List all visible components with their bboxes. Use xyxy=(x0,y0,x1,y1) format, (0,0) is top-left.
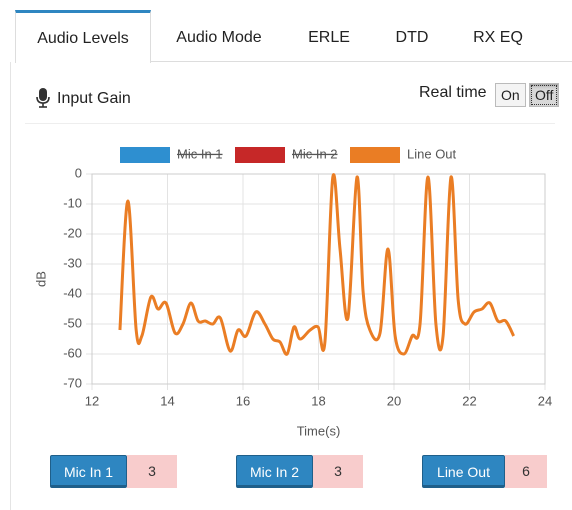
y-tick-label: -40 xyxy=(63,285,82,300)
counter-button[interactable]: Mic In 2 xyxy=(236,455,313,488)
y-tick-label: -60 xyxy=(63,345,82,360)
tab[interactable]: Audio Mode xyxy=(176,29,262,46)
tab[interactable]: ERLE xyxy=(308,29,350,46)
plot-border xyxy=(91,173,546,385)
legend-label: Mic In 1 xyxy=(177,146,223,161)
counter-button[interactable]: Mic In 1 xyxy=(50,455,127,488)
x-tick-label: 24 xyxy=(538,393,552,408)
tab[interactable]: RX EQ xyxy=(473,29,523,46)
x-tick-label: 16 xyxy=(236,393,250,408)
counter-value: 3 xyxy=(313,455,363,488)
separator xyxy=(25,123,555,124)
legend-swatch xyxy=(235,147,285,163)
toggle-button[interactable]: Off xyxy=(529,83,560,107)
y-tick-label: -70 xyxy=(63,375,82,390)
counter-button[interactable]: Line Out xyxy=(422,455,505,488)
legend-swatch xyxy=(350,147,400,163)
legend-label: Mic In 2 xyxy=(292,146,338,161)
x-tick-label: 12 xyxy=(85,393,99,408)
x-tick-label: 14 xyxy=(160,393,174,408)
y-tick-label: -50 xyxy=(63,315,82,330)
x-axis-label: Time(s) xyxy=(297,423,341,438)
tab[interactable]: DTD xyxy=(395,29,429,46)
tab-bar-line xyxy=(15,61,572,62)
x-tick-label: 18 xyxy=(311,393,325,408)
section-title: Input Gain xyxy=(57,90,131,107)
mic-icon xyxy=(36,88,50,108)
legend-swatch xyxy=(120,147,170,163)
data-line xyxy=(118,173,516,356)
y-tick-label: -30 xyxy=(63,255,82,270)
y-tick-label: -20 xyxy=(63,225,82,240)
realtime-label: Real time xyxy=(419,84,487,101)
counter-value: 6 xyxy=(505,455,547,488)
y-axis-label: dB xyxy=(33,271,48,287)
x-tick-label: 20 xyxy=(387,393,401,408)
x-tick-label: 22 xyxy=(462,393,476,408)
y-tick-label: -10 xyxy=(63,195,82,210)
toggle-button[interactable]: On xyxy=(495,83,526,107)
y-tick-label: 0 xyxy=(75,165,82,180)
tab[interactable]: Audio Levels xyxy=(15,10,151,63)
counter-value: 3 xyxy=(127,455,177,488)
legend-label: Line Out xyxy=(407,146,457,161)
panel-border xyxy=(10,62,11,510)
